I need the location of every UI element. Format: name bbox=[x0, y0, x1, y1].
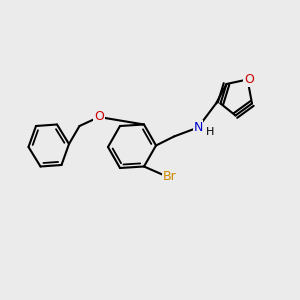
Text: O: O bbox=[244, 73, 254, 86]
Text: O: O bbox=[94, 110, 104, 124]
Text: H: H bbox=[206, 127, 214, 137]
Text: Br: Br bbox=[163, 170, 176, 184]
Text: N: N bbox=[193, 121, 203, 134]
